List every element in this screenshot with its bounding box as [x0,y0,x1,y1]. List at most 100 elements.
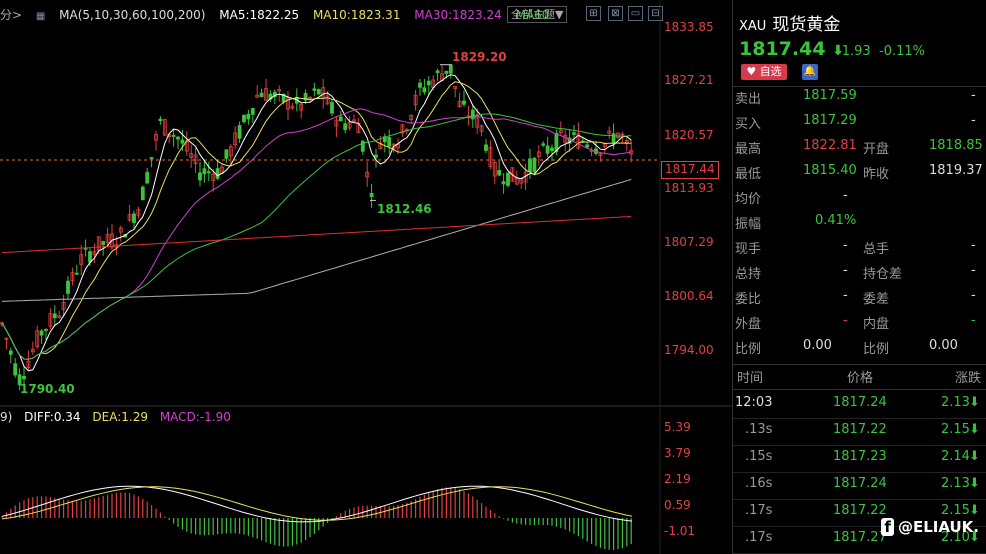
candle-body [48,313,53,327]
stat-row: 卖出 1817.59 - [733,88,986,108]
candle-body [242,114,246,123]
grid-icon[interactable]: ▦ [35,11,46,22]
current-price-tag: 1817.44 [661,161,719,179]
candle-body [4,337,9,340]
settings-icon[interactable]: ⊠ [608,6,623,21]
candle-body [140,186,145,201]
ma5-line [1,74,632,372]
candle-body [435,70,440,74]
candle-body [79,254,84,265]
candle-body [325,95,330,105]
dea-line [1,486,633,521]
candle-body [479,125,484,132]
bell-icon[interactable]: 🔔 [802,64,818,80]
arrow-down-icon: ⬇ [969,476,980,491]
instrument-title: XAU 现货黄金 [739,10,840,35]
candle-body [96,236,101,251]
candle-body [470,109,475,120]
close-icon[interactable]: ⊟ [648,6,663,21]
price-tick: 1820.57 [664,128,714,142]
macd-tick: 5.39 [664,420,691,434]
candle-body [418,82,422,88]
candle-body [387,136,392,147]
macd-tick: 0.59 [664,498,691,512]
stat-value: - [843,238,848,253]
price-tick: 1800.64 [664,289,714,303]
candle-body [347,122,352,129]
stat-label: 昨收 [863,167,890,182]
minimize-icon[interactable]: ▭ [628,6,643,21]
candle-body [22,376,26,380]
candle-body [488,147,493,167]
price-tick: 1833.85 [664,20,714,34]
candle-body [237,125,242,139]
candle-body [202,168,207,175]
candle-body [352,119,356,122]
candle-body [0,322,4,325]
candle-body [369,192,374,197]
candle-body [211,173,216,181]
stat-value: 1819.37 [929,163,983,178]
tick-change: 2.10 [941,530,970,545]
candle-body [206,171,211,174]
tick-price: 1817.22 [833,422,887,437]
candle-body [330,102,334,114]
tick-price: 1817.22 [833,503,887,518]
candle-body [136,209,141,216]
candle-body [215,168,220,179]
stat-value: - [971,88,976,103]
candle-body [264,88,268,101]
period-prefix[interactable]: 分> [0,8,23,22]
candle-body [250,108,255,115]
candle-body [171,134,176,137]
candle-body [611,133,616,144]
candle-body [400,124,405,134]
macd-value: MACD:-1.90 [159,410,231,424]
candle-body [26,360,31,368]
last-price: 1817.44 ⬇ [739,38,844,60]
candle-body [616,132,620,139]
ma60-line [1,113,632,360]
candle-body [484,144,488,151]
candle-body [30,348,35,353]
candle-body [308,97,312,99]
candle-body [409,114,414,120]
candle-body [576,133,581,149]
candle-body [563,134,568,143]
candle-body [316,89,321,95]
ma-params[interactable]: MA(5,10,30,60,100,200) [59,8,206,22]
add-favorite-button[interactable]: ♥ 自选 [741,64,787,80]
stat-label: 买入 [735,117,762,132]
tick-price: 1817.24 [833,476,887,491]
candle-body [501,181,506,185]
tick-row: .13s 1817.22 2.15 ⬇ [733,422,986,444]
heart-icon: ♥ [746,65,757,78]
stat-label: 外盘 [735,317,762,332]
candle-body [444,70,449,74]
candle-body [528,158,532,172]
tick-change: 2.13 [941,395,970,410]
candle-body [118,227,123,233]
stat-label: 最高 [735,142,762,157]
ma5-value: MA5:1822.25 [219,8,300,22]
kline-chart[interactable] [0,0,732,554]
candle-body [286,97,290,110]
candle-body [422,87,427,93]
ma-legend: 分> ▦ MA(5,10,30,60,100,200) MA5:1822.25 … [0,6,559,24]
candle-body [61,302,66,310]
candle-body [105,233,110,243]
expand-icon[interactable]: ⊞ [586,6,601,21]
candle-body [233,132,238,146]
stat-label: 内盘 [863,317,890,332]
instrument-name: 现货黄金 [772,15,841,35]
tick-row: .17s 1817.27 2.10 ⬇ [733,530,986,552]
candle-body [88,251,92,263]
chart-area[interactable]: 分> ▦ MA(5,10,30,60,100,200) MA5:1822.25 … [0,0,732,554]
candle-body [624,140,629,144]
candle-body [492,161,497,177]
theme-button[interactable]: 全部主题▼ [507,6,568,23]
arrow-down-icon: ⬇ [969,530,980,545]
stat-value: - [843,263,848,278]
candle-body [259,92,264,98]
candle-body [589,150,594,152]
